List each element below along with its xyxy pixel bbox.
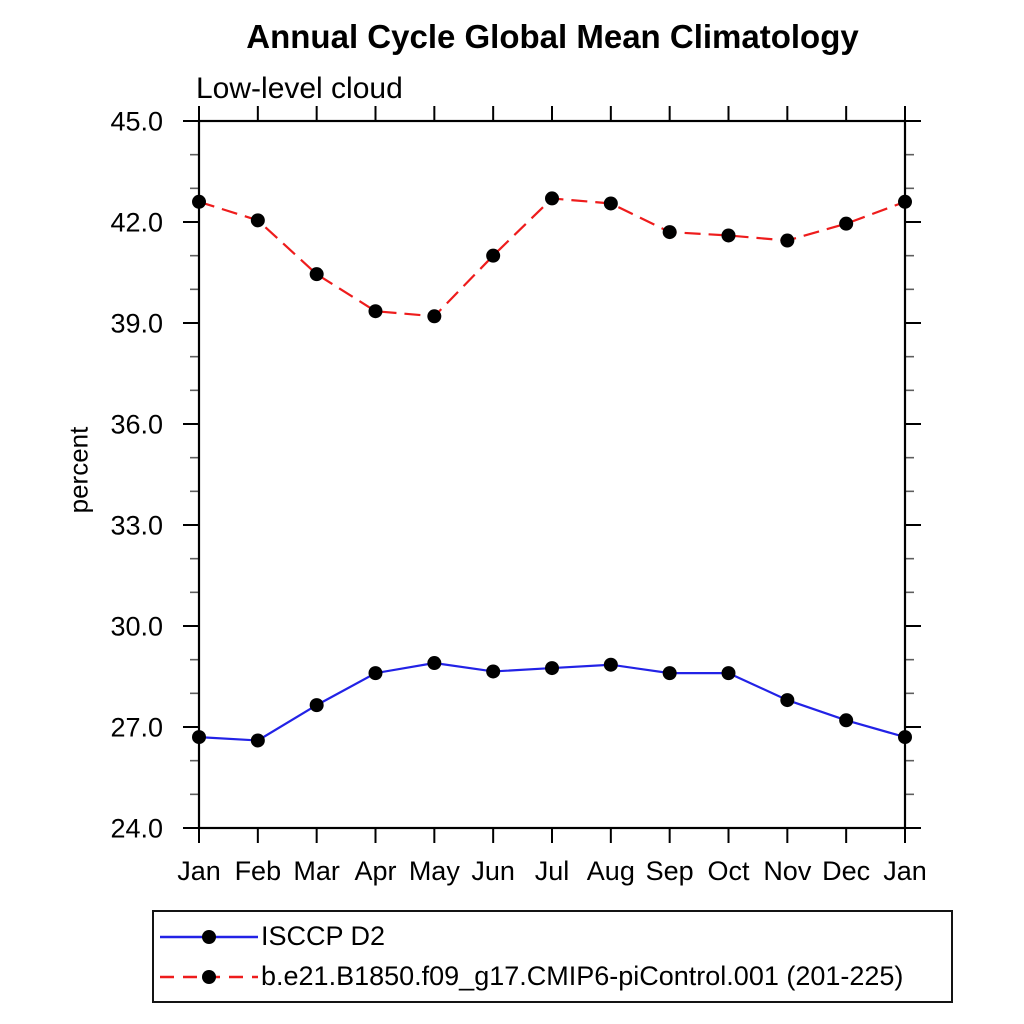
data-point-marker bbox=[250, 733, 265, 748]
y-tick-label: 39.0 bbox=[110, 308, 163, 338]
data-point-marker bbox=[368, 304, 383, 319]
y-tick-label: 24.0 bbox=[110, 813, 163, 843]
data-point-marker bbox=[662, 225, 677, 240]
y-tick-label: 42.0 bbox=[110, 207, 163, 237]
plot-frame bbox=[197, 119, 907, 830]
x-tick-label: Jan bbox=[177, 856, 221, 886]
chart-subtitle: Low-level cloud bbox=[196, 72, 403, 105]
data-point-marker bbox=[192, 730, 206, 745]
y-tick-label: 27.0 bbox=[110, 712, 163, 742]
x-tick-label: May bbox=[409, 856, 461, 886]
data-point-marker bbox=[545, 191, 559, 206]
data-point-marker bbox=[603, 196, 618, 211]
series-line-model-run bbox=[198, 197, 906, 318]
data-point-marker bbox=[721, 666, 736, 681]
x-tick-label: Sep bbox=[646, 856, 694, 886]
data-point-marker bbox=[368, 666, 383, 681]
data-point-marker bbox=[662, 666, 677, 681]
x-tick-label: Apr bbox=[354, 856, 396, 886]
x-tick-label: Jul bbox=[535, 856, 570, 886]
data-point-marker bbox=[309, 267, 324, 282]
data-point-marker bbox=[250, 213, 265, 228]
x-tick-label: Mar bbox=[293, 856, 340, 886]
data-point-marker bbox=[427, 656, 442, 671]
data-point-marker bbox=[780, 233, 795, 248]
y-tick-label: 30.0 bbox=[110, 611, 163, 641]
data-point-marker bbox=[839, 216, 854, 231]
legend-label-isccp-d2: ISCCP D2 bbox=[261, 921, 386, 951]
x-tick-label: Feb bbox=[235, 856, 282, 886]
data-point-marker bbox=[486, 664, 501, 679]
data-point-marker bbox=[309, 698, 324, 713]
legend-circle-marker-icon bbox=[202, 929, 216, 944]
data-point-marker bbox=[721, 228, 736, 243]
x-tick-label: Jun bbox=[471, 856, 515, 886]
data-point-marker bbox=[839, 713, 854, 728]
x-tick-label: Aug bbox=[587, 856, 635, 886]
y-tick-label: 33.0 bbox=[110, 510, 163, 540]
legend-sample-solid bbox=[160, 929, 258, 944]
x-tick-label: Nov bbox=[763, 856, 812, 886]
chart-title: Annual Cycle Global Mean Climatology bbox=[246, 18, 859, 55]
x-tick-label: Oct bbox=[707, 856, 750, 886]
legend-item-isccp-d2: ISCCP D2 bbox=[159, 921, 951, 952]
y-tick-label: 36.0 bbox=[110, 409, 163, 439]
x-tick-label: Dec bbox=[822, 856, 870, 886]
legend-label-model-run: b.e21.B1850.f09_g17.CMIP6-piControl.001 … bbox=[261, 961, 904, 991]
data-point-marker bbox=[427, 309, 442, 324]
legend-item-model-run: b.e21.B1850.f09_g17.CMIP6-piControl.001 … bbox=[159, 961, 951, 992]
data-point-marker bbox=[192, 194, 206, 209]
y-tick-label: 45.0 bbox=[110, 106, 163, 136]
data-point-marker bbox=[486, 248, 501, 263]
data-point-marker bbox=[898, 194, 912, 209]
legend-circle-marker-icon bbox=[202, 969, 216, 984]
x-tick-label: Jan bbox=[883, 856, 927, 886]
legend-box: ISCCP D2 b.e21.B1850.f09_g17.CMIP6-piCon… bbox=[152, 910, 953, 1003]
data-point-marker bbox=[545, 661, 559, 676]
legend-sample-dashed bbox=[160, 969, 258, 984]
data-point-marker bbox=[603, 657, 618, 672]
data-point-marker bbox=[898, 730, 912, 745]
data-point-marker bbox=[780, 693, 795, 708]
